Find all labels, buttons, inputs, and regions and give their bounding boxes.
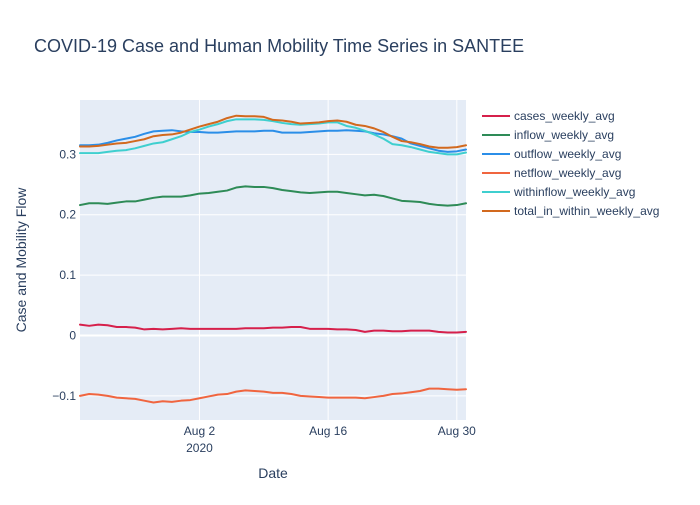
series-line-withinflow-weekly-avg	[79, 118, 467, 156]
x-tick-label: Aug 16	[309, 424, 347, 438]
y-axis-label: Case and Mobility Flow	[13, 187, 29, 333]
series-lines	[79, 114, 467, 404]
y-axis-ticks: −0.1 0 0.1 0.2 0.3	[52, 147, 76, 403]
y-tick-label: 0.3	[59, 147, 76, 161]
legend-label: total_in_within_weekly_avg	[514, 204, 659, 218]
y-tick-label: 0.1	[59, 268, 76, 282]
x-tick-sublabel: 2020	[186, 441, 213, 455]
legend-item[interactable]: total_in_within_weekly_avg	[482, 204, 659, 218]
legend-label: netflow_weekly_avg	[514, 166, 621, 180]
y-tick-label: −0.1	[52, 389, 76, 403]
series-line-netflow-weekly-avg	[79, 387, 467, 404]
plot-background	[80, 100, 466, 420]
legend-item[interactable]: outflow_weekly_avg	[482, 147, 621, 161]
series-line-outflow-weekly-avg	[79, 129, 467, 153]
series-line-cases-weekly-avg	[79, 323, 467, 334]
legend-label: withinflow_weekly_avg	[513, 185, 635, 199]
legend-item[interactable]: netflow_weekly_avg	[482, 166, 621, 180]
x-axis-ticks: Aug 2 2020 Aug 16 Aug 30	[184, 424, 476, 455]
x-tick-label: Aug 30	[438, 424, 476, 438]
legend[interactable]: cases_weekly_avg inflow_weekly_avgoutflow…	[482, 109, 659, 218]
legend-label: outflow_weekly_avg	[514, 147, 621, 161]
legend-label: cases_weekly_avg	[514, 109, 615, 123]
legend-item[interactable]: withinflow_weekly_avg	[482, 185, 635, 199]
legend-item[interactable]: inflow_weekly_avg	[482, 128, 614, 142]
y-tick-label: 0.2	[59, 208, 76, 222]
legend-label: inflow_weekly_avg	[514, 128, 614, 142]
series-line-total-in-within-weekly-avg	[79, 114, 467, 149]
x-axis-label: Date	[258, 465, 288, 481]
legend-item[interactable]: cases_weekly_avg	[482, 109, 615, 123]
y-tick-label: 0	[69, 328, 76, 342]
x-tick-label: Aug 2	[184, 424, 216, 438]
series-line-inflow-weekly-avg	[79, 185, 467, 207]
chart-title: COVID-19 Case and Human Mobility Time Se…	[34, 36, 524, 56]
